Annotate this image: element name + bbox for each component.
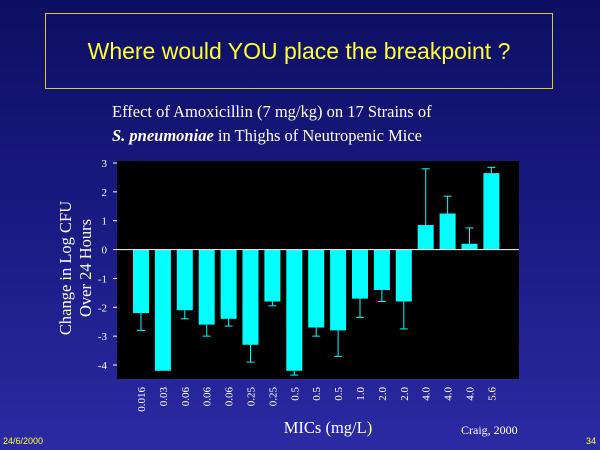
- error-bar: [202, 324, 211, 337]
- bar: [483, 173, 500, 250]
- x-tick-label: 1.0: [355, 387, 367, 401]
- bar: [286, 249, 303, 371]
- x-tick-label: 4.0: [443, 387, 455, 401]
- y-tick-label: -1: [98, 273, 107, 285]
- x-tick-label: 4.0: [465, 387, 477, 401]
- bar: [352, 249, 368, 299]
- x-tick-label: 4.0: [421, 387, 433, 401]
- bar: [154, 249, 171, 371]
- chart-title-line1: Effect of Amoxicillin (7 mg/kg) on 17 St…: [112, 102, 432, 121]
- error-bars-group: [137, 166, 496, 376]
- x-tick-label: 0.25: [267, 387, 279, 407]
- bar: [133, 249, 149, 314]
- error-bar: [246, 344, 255, 363]
- error-bar: [443, 195, 452, 214]
- bar: [373, 249, 390, 290]
- error-bar: [334, 330, 343, 357]
- error-bar: [356, 298, 364, 318]
- y-tick-label: -2: [98, 302, 107, 314]
- x-tick-label: 0.5: [289, 387, 301, 401]
- chart-title-rest: in Thighs of Neutropenic Mice: [213, 126, 422, 145]
- bar: [308, 249, 325, 328]
- y-axis: -4 -3 -2 -1 0 1 2 3: [98, 158, 519, 372]
- bar: [264, 249, 281, 302]
- x-tick-label: 5.6: [486, 387, 498, 401]
- error-bar: [312, 327, 321, 337]
- slide-page-number: 34: [585, 436, 596, 446]
- x-axis-label: MICs (mg/L): [284, 418, 372, 437]
- error-bar: [487, 166, 496, 174]
- chart-title-line2: S. pneumoniae in Thighs of Neutropenic M…: [112, 124, 432, 148]
- bar: [198, 249, 215, 325]
- error-bar: [180, 310, 189, 320]
- y-axis-label-line1: Change in Log CFU: [56, 201, 75, 335]
- slide-heading: Where would YOU place the breakpoint ?: [87, 37, 511, 64]
- bar: [417, 225, 434, 250]
- y-tick-label: 3: [102, 158, 108, 170]
- bar: [439, 213, 456, 250]
- bar: [242, 249, 259, 345]
- chart-title-species: S. pneumoniae: [112, 126, 214, 145]
- error-bar: [421, 168, 430, 226]
- y-tick-label: 2: [102, 187, 108, 199]
- bar: [330, 249, 347, 331]
- error-bar: [399, 301, 408, 330]
- x-tick-label: 2.0: [399, 387, 411, 401]
- error-bar: [224, 318, 233, 327]
- x-tick-label: 0.06: [180, 387, 192, 407]
- x-tick-label: 0.03: [158, 387, 170, 407]
- y-axis-label-line2: Over 24 Hours: [76, 219, 95, 317]
- heading-box: Where would YOU place the breakpoint ?: [45, 13, 553, 89]
- y-tick-label: -4: [98, 360, 108, 372]
- slide-date: 24/6/2000: [3, 436, 44, 446]
- bar: [220, 249, 237, 319]
- bars-group: [133, 173, 500, 371]
- x-tick-label: 2.0: [377, 387, 389, 401]
- x-tick-label: 0.25: [246, 387, 258, 407]
- error-bar: [290, 370, 299, 376]
- error-bar: [377, 289, 386, 303]
- source-citation: Craig, 2000: [461, 423, 518, 437]
- bar: [461, 243, 478, 250]
- y-tick-label: -3: [98, 331, 108, 343]
- error-bar: [465, 227, 474, 244]
- y-tick-label: 1: [102, 216, 108, 228]
- x-tick-label: 0.5: [333, 387, 345, 401]
- x-tick-labels: 0.016 0.03 0.06 0.06 0.06 0.25 0.25 0.5 0.5 0.5 1.…: [136, 387, 498, 412]
- chart-title: Effect of Amoxicillin (7 mg/kg) on 17 St…: [112, 100, 432, 148]
- x-tick-label: 0.06: [224, 387, 236, 407]
- error-bar: [137, 313, 145, 331]
- x-tick-label: 0.06: [202, 387, 214, 407]
- error-bar: [268, 301, 277, 307]
- bar: [395, 249, 412, 302]
- x-tick-label: 0.5: [311, 387, 323, 401]
- y-tick-label: 0: [102, 245, 108, 257]
- bar: [176, 249, 193, 311]
- x-tick-label: 0.016: [136, 387, 148, 412]
